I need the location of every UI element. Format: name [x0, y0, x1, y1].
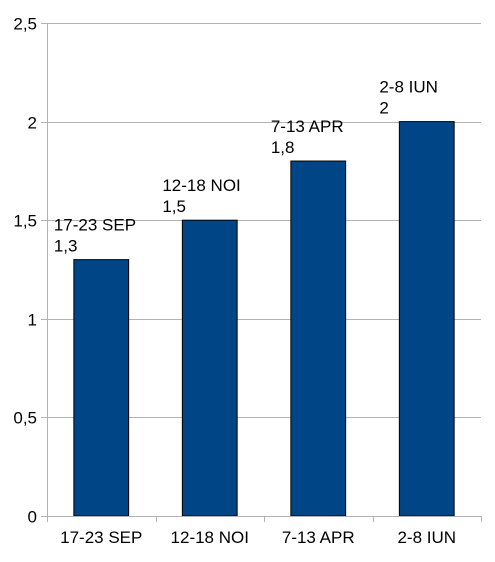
data-label-value: 1,3 [54, 237, 78, 256]
y-tick-label: 0 [28, 508, 37, 527]
data-label-value: 1,5 [162, 197, 186, 216]
y-tick-label: 1 [28, 311, 37, 330]
data-label-category: 12-18 NOI [162, 176, 240, 195]
x-tick-label: 7-13 APR [282, 528, 355, 547]
data-label-value: 2 [379, 99, 388, 118]
x-tick-label: 12-18 NOI [171, 528, 249, 547]
bar [73, 259, 130, 517]
data-label-category: 17-23 SEP [54, 216, 136, 235]
y-tick-label: 2 [28, 114, 37, 133]
axes [41, 23, 482, 522]
x-tick-label: 17-23 SEP [60, 528, 142, 547]
data-label-value: 1,8 [271, 138, 295, 157]
labels: 0 0,5 1 1,5 2 2,5 17-23 SEP 17-23 SEP 1,3 12-18 N… [13, 15, 456, 548]
bar [290, 160, 347, 517]
bar [181, 219, 238, 517]
data-label-category: 7-13 APR [271, 117, 344, 136]
x-tick-label: 2-8 IUN [397, 528, 456, 547]
data-label-category: 2-8 IUN [379, 78, 438, 97]
bars [73, 121, 455, 517]
bar [398, 121, 455, 517]
y-tick-label: 2,5 [13, 15, 37, 34]
y-tick-label: 0,5 [13, 409, 37, 428]
y-tick-label: 1,5 [13, 212, 37, 231]
